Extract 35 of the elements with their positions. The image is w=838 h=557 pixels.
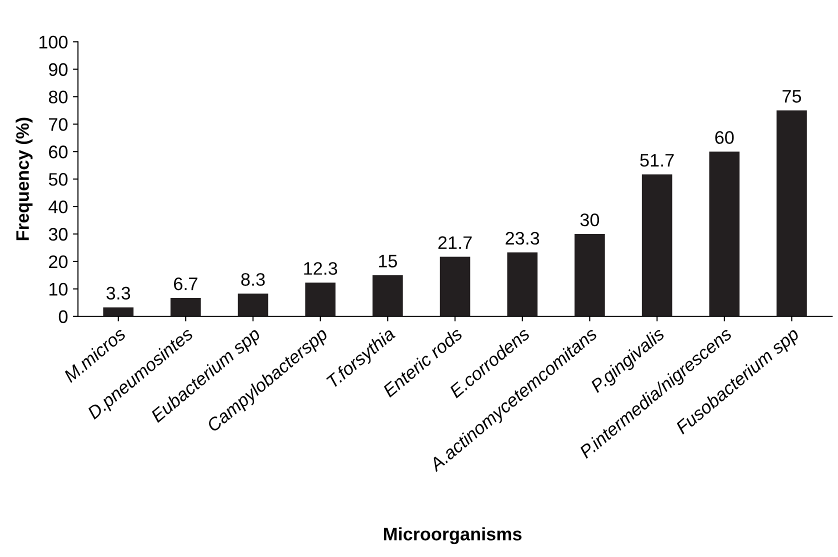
- data-label: 23.3: [506, 232, 540, 245]
- bar: [440, 256, 470, 316]
- y-tick-label: 80: [48, 90, 68, 104]
- y-tick-label: 50: [48, 173, 68, 186]
- bar: [507, 252, 538, 316]
- y-axis-title: Frequency (%): [16, 118, 33, 240]
- y-tick-label: 10: [50, 282, 68, 296]
- data-label: 60: [715, 131, 734, 144]
- bar: [642, 174, 672, 316]
- data-label: 8.3: [241, 273, 265, 286]
- bar: [776, 110, 807, 316]
- bar: [170, 298, 201, 316]
- data-label: 51.7: [640, 154, 674, 167]
- bar: [305, 282, 336, 316]
- bar: [709, 152, 740, 316]
- data-label: 6.7: [174, 277, 198, 290]
- data-label: 21.7: [438, 236, 472, 249]
- bar: [372, 275, 403, 316]
- y-tick-label: 30: [48, 228, 68, 241]
- y-tick-label: 0: [58, 310, 68, 324]
- data-label: 75: [782, 90, 802, 103]
- data-label: 12.3: [304, 262, 338, 275]
- bar: [103, 307, 134, 316]
- bar: [574, 234, 605, 316]
- y-tick-label: 70: [49, 118, 68, 131]
- y-tick-label: 20: [49, 255, 68, 268]
- y-tick-label: 40: [48, 200, 68, 214]
- data-label: 15: [379, 254, 397, 268]
- y-tick-label: 60: [49, 146, 68, 158]
- data-label: 30: [580, 213, 600, 226]
- y-tick-label: 100: [39, 36, 68, 48]
- bar: [238, 294, 268, 316]
- data-label: 3.3: [106, 286, 130, 300]
- y-tick-label: 90: [48, 63, 68, 76]
- x-axis-title: Microorganisms: [384, 527, 522, 544]
